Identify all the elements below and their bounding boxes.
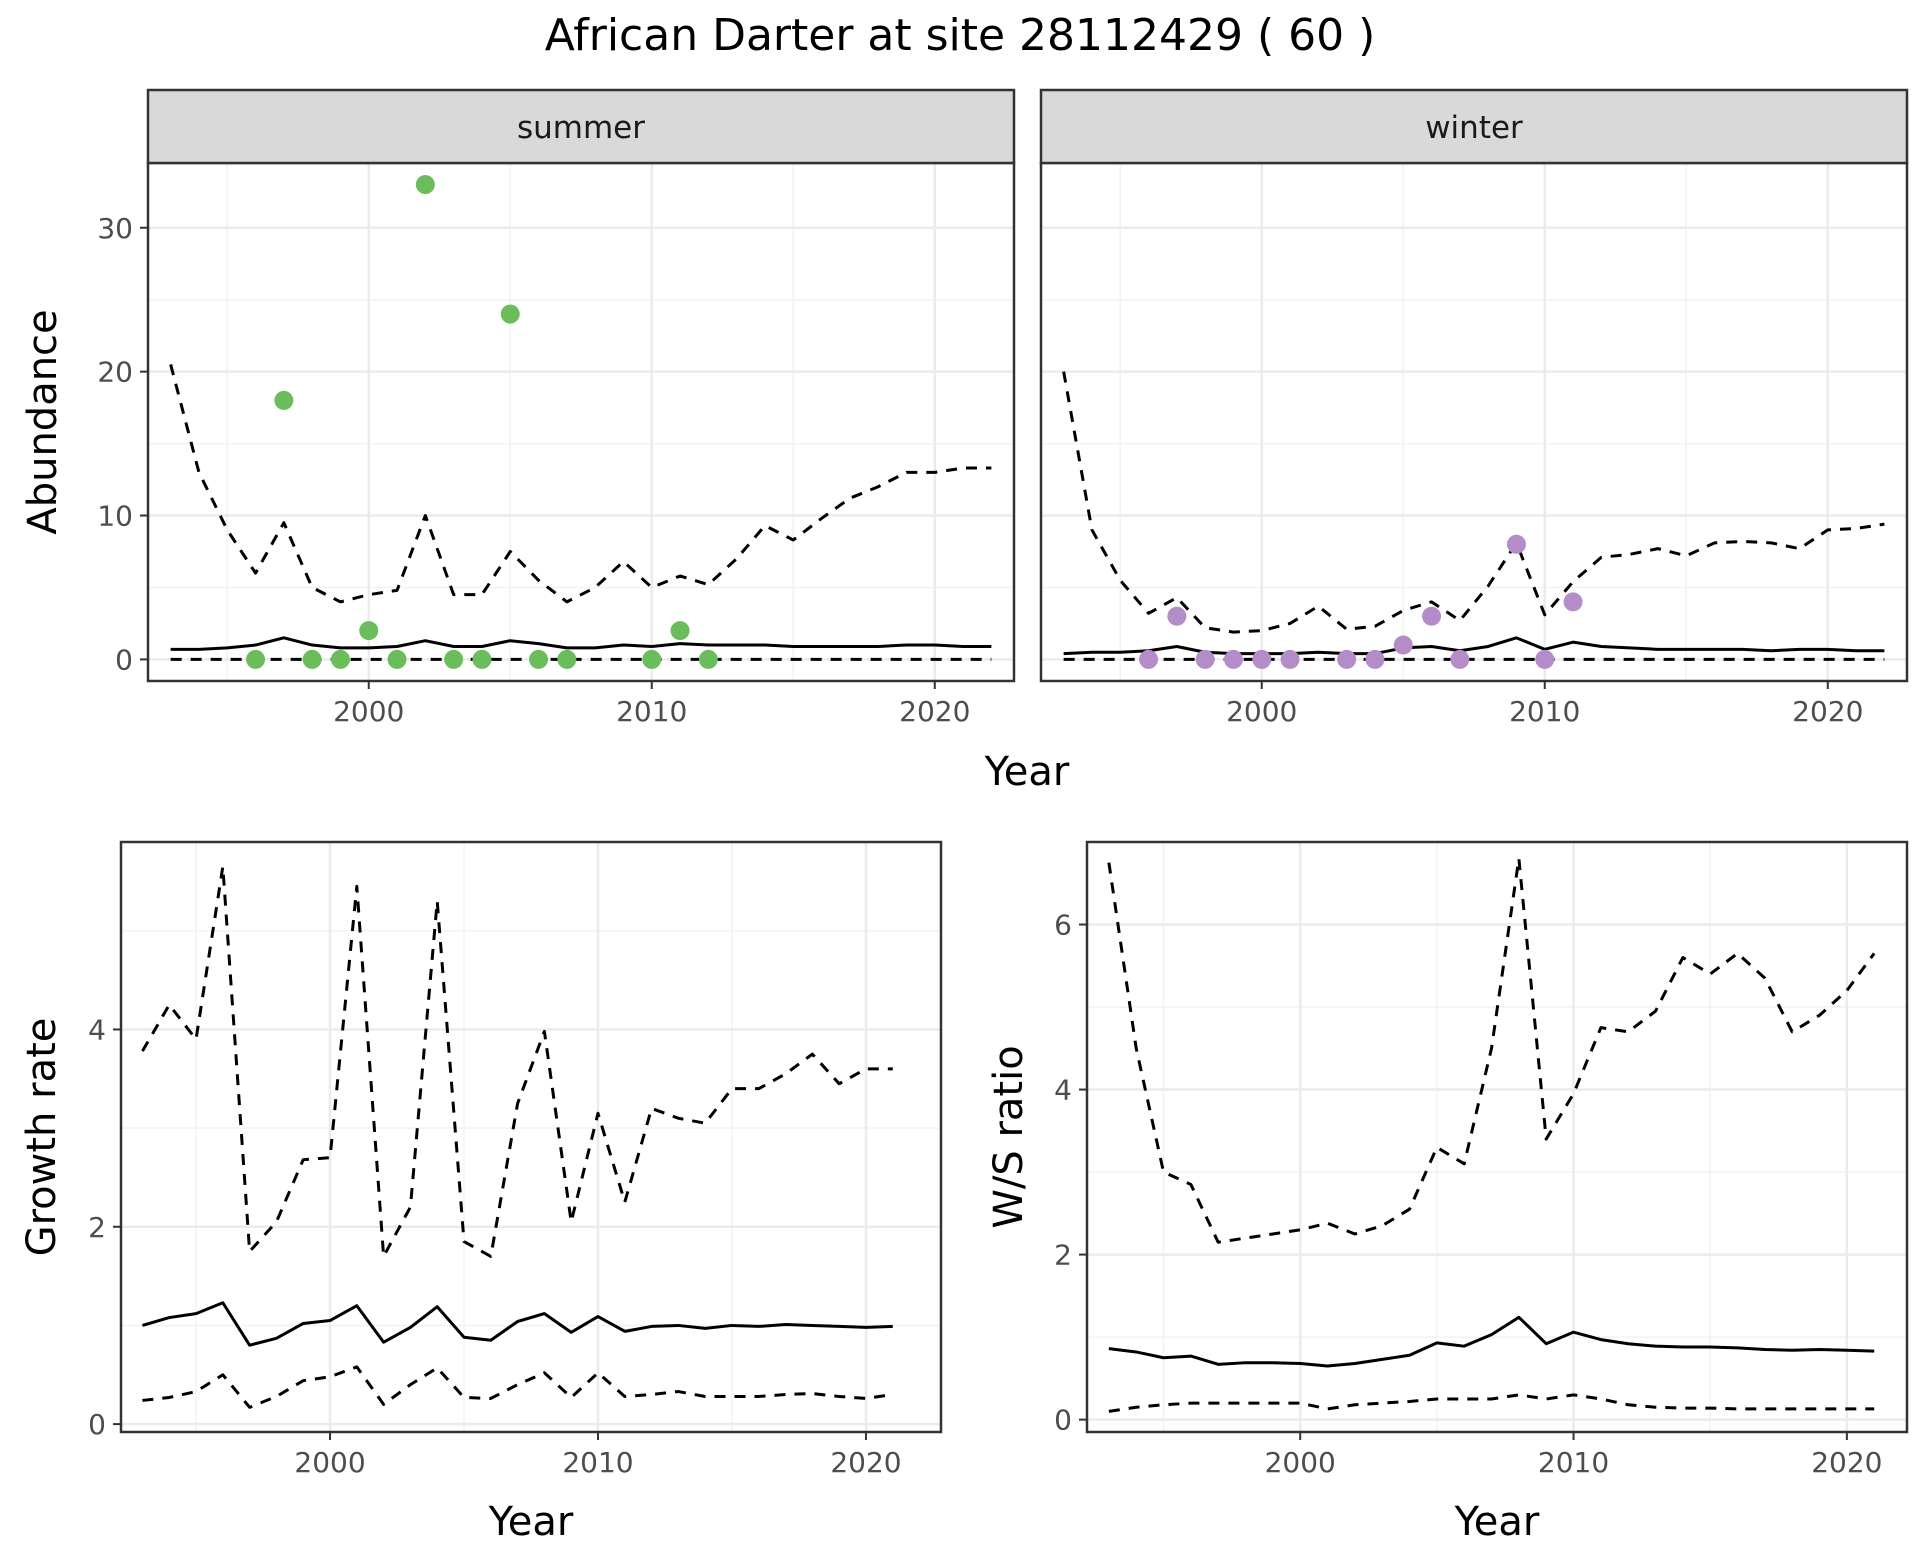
abundance-y-tick-label: 30 — [97, 212, 133, 245]
growth-panel-border — [119, 840, 943, 1434]
abundance-x-tick-label: 2010 — [1509, 695, 1580, 728]
facet-strip-label: winter — [1425, 110, 1523, 146]
data-point-winter — [1280, 649, 1300, 669]
series-upper — [169, 364, 992, 604]
ws-ratio-x-tick-label: 2010 — [1538, 1446, 1609, 1479]
growth-x-axis-title: Year — [488, 1499, 574, 1545]
data-point-summer — [670, 621, 690, 641]
ws-ratio-y-tick-label: 0 — [1054, 1404, 1072, 1437]
growth-y-axis-title: Growth rate — [19, 1018, 65, 1257]
data-point-summer — [387, 649, 407, 669]
facet-summer: summer 2000 2010 2020 0 10 20 30 — [97, 88, 1016, 728]
growth-x-tick-label: 2010 — [562, 1446, 633, 1479]
abundance-x-tick-label: 2020 — [899, 695, 970, 728]
series-upper — [1062, 371, 1885, 634]
ws-ratio-chart: 2000 2010 2020 0 2 4 6 Year W/S ratio — [986, 840, 1909, 1545]
abundance-y-tick-label: 20 — [97, 356, 133, 389]
data-point-summer — [529, 649, 549, 669]
growth-y-tick-label: 4 — [88, 1013, 106, 1046]
data-point-summer — [698, 649, 718, 669]
ws-ratio-panel-border — [1085, 840, 1909, 1434]
growth-chart: 2000 2010 2020 0 2 4 Year Growth rate — [19, 840, 943, 1545]
growth-x-tick-label: 2000 — [294, 1446, 365, 1479]
facet-strip-label: summer — [517, 110, 645, 146]
data-point-winter — [1393, 635, 1413, 655]
growth-series-upper — [141, 865, 893, 1258]
data-point-summer — [557, 649, 577, 669]
ws-ratio-x-tick-label: 2000 — [1265, 1446, 1336, 1479]
abundance-x-axis-title: Year — [984, 749, 1070, 795]
data-point-winter — [1223, 649, 1243, 669]
data-point-winter — [1167, 606, 1187, 626]
facet-panel-background — [1041, 163, 1907, 681]
ws-ratio-y-axis-title: W/S ratio — [986, 1045, 1032, 1228]
main-title: African Darter at site 28112429 ( 60 ) — [545, 10, 1376, 61]
series-median — [170, 636, 992, 651]
data-point-summer — [246, 649, 266, 669]
data-point-winter — [1252, 649, 1272, 669]
data-point-winter — [1195, 649, 1215, 669]
data-point-winter — [1506, 534, 1526, 554]
abundance-x-tick-label: 2010 — [616, 695, 687, 728]
data-point-winter — [1365, 649, 1385, 669]
ws-ratio-x-axis-title: Year — [1454, 1499, 1540, 1545]
data-point-winter — [1337, 649, 1357, 669]
growth-y-tick-label: 0 — [88, 1408, 106, 1441]
ws-ratio-series-lower — [1108, 1393, 1875, 1413]
data-point-summer — [415, 175, 435, 195]
facet-winter: winter 2000 2010 2020 — [1039, 88, 1909, 728]
data-point-summer — [359, 621, 379, 641]
data-point-winter — [1535, 649, 1555, 669]
facet-strip — [146, 88, 1016, 165]
abundance-y-axis-title: Abundance — [20, 309, 66, 534]
data-point-winter — [1563, 592, 1583, 612]
abundance-x-tick-label: 2020 — [1792, 695, 1863, 728]
abundance-x-tick-label: 2000 — [333, 695, 404, 728]
data-point-summer — [642, 649, 662, 669]
data-point-winter — [1422, 606, 1442, 626]
data-point-summer — [472, 649, 492, 669]
abundance-chart: summer 2000 2010 2020 0 10 20 30 winter 2000 2010 2… — [20, 88, 1909, 795]
facet-panel-background — [148, 163, 1014, 681]
ws-ratio-panel-background — [1087, 842, 1907, 1432]
growth-x-tick-label: 2020 — [830, 1446, 901, 1479]
facet-strip — [1039, 88, 1909, 165]
ws-ratio-y-tick-label: 4 — [1054, 1074, 1072, 1107]
growth-y-tick-label: 2 — [88, 1211, 106, 1244]
abundance-y-tick-label: 10 — [97, 500, 133, 533]
ws-ratio-y-tick-label: 2 — [1054, 1239, 1072, 1272]
data-point-summer — [274, 390, 294, 410]
data-point-summer — [330, 649, 350, 669]
ws-ratio-series-upper — [1107, 857, 1876, 1244]
abundance-y-tick-label: 0 — [115, 643, 133, 676]
ws-ratio-x-tick-label: 2020 — [1811, 1446, 1882, 1479]
data-point-winter — [1139, 649, 1159, 669]
abundance-x-tick-label: 2000 — [1226, 695, 1297, 728]
growth-series-lower — [142, 1365, 893, 1409]
data-point-summer — [500, 304, 520, 324]
growth-series-median — [142, 1301, 893, 1347]
ws-ratio-y-tick-label: 6 — [1054, 909, 1072, 942]
data-point-summer — [302, 649, 322, 669]
ws-ratio-series-median — [1108, 1315, 1875, 1368]
data-point-summer — [444, 649, 464, 669]
data-point-winter — [1450, 649, 1470, 669]
growth-panel-background — [121, 842, 941, 1432]
